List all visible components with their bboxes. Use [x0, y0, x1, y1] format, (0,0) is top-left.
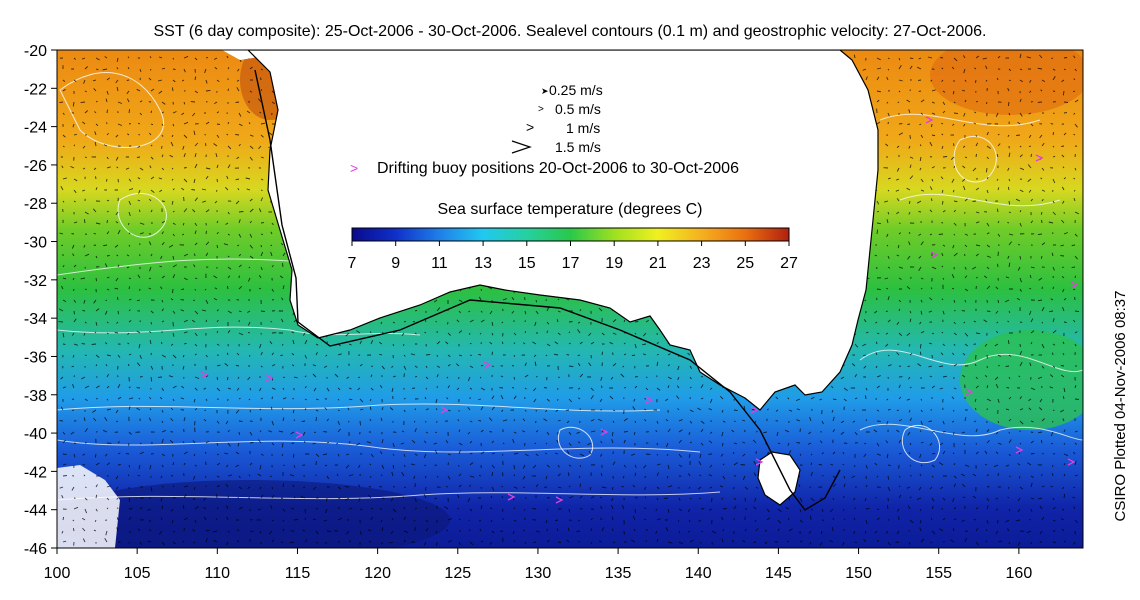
colorbar-tick-label: 13 [474, 255, 492, 272]
x-tick-label: 105 [124, 565, 151, 582]
y-tick-label: -40 [24, 426, 47, 443]
map-plot-area [57, 50, 1083, 548]
vel-label-1: 0.25 m/s [549, 82, 603, 98]
y-tick-label: -28 [24, 196, 47, 213]
x-tick-label: 140 [685, 565, 712, 582]
y-tick-label: -20 [24, 43, 47, 60]
cloud-mask [57, 465, 120, 548]
y-tick-label: -32 [24, 273, 47, 290]
velocity-vector-field [58, 53, 1080, 546]
buoy-position-marker [645, 396, 654, 404]
vel-label-4: 1.5 m/s [555, 139, 601, 155]
x-axis-ticks: 100 105 110 115 120 125 130 135 140 145 150 155 160 [44, 548, 1033, 582]
buoy-position-marker [1035, 154, 1044, 162]
buoy-position-marker [600, 428, 609, 436]
buoy-position-marker [755, 458, 764, 466]
vel-arrow-3: > [526, 119, 534, 135]
x-tick-label: 155 [925, 565, 952, 582]
cold-patch-south [57, 480, 450, 548]
colorbar-tick-label: 21 [649, 255, 667, 272]
warm-patch-east [930, 50, 1083, 115]
colorbar-tick-label: 23 [693, 255, 711, 272]
buoy-position-marker [483, 361, 492, 369]
x-tick-label: 120 [364, 565, 391, 582]
buoy-position-marker [1015, 446, 1024, 454]
figure-title: SST (6 day composite): 25-Oct-2006 - 30-… [154, 23, 987, 40]
buoy-position-marker [265, 374, 274, 382]
y-tick-label: -30 [24, 235, 47, 252]
plot-frame [56, 49, 1084, 549]
plotted-timestamp: CSIRO Plotted 04-Nov-2006 08:37 [1112, 291, 1129, 522]
vel-label-3: 1 m/s [566, 120, 600, 136]
colorbar-tick-label: 15 [518, 255, 536, 272]
colorbar-ticks: 7 9 11 13 15 17 19 21 23 25 27 [348, 241, 798, 272]
y-axis-ticks: -20 -22 -24 -26 -28 -30 -32 -34 -36 -38 -40 -42 -44 -… [24, 43, 57, 558]
y-tick-label: -42 [24, 464, 47, 481]
x-tick-label: 130 [525, 565, 552, 582]
x-tick-label: 125 [444, 565, 471, 582]
shelf-break-contour [254, 69, 841, 511]
x-tick-label: 115 [285, 565, 311, 582]
y-tick-label: -36 [24, 349, 47, 366]
buoy-position-marker [1067, 458, 1076, 466]
velocity-legend: ➤ 0.25 m/s > 0.5 m/s > 1 m/s 1.5 m/s > D… [350, 82, 739, 177]
buoy-position-marker [925, 116, 934, 124]
x-tick-label: 110 [205, 565, 231, 582]
buoy-position-marker [965, 388, 974, 396]
sealevel-contours [57, 113, 1083, 501]
colorbar-title: Sea surface temperature (degrees C) [437, 201, 702, 218]
x-tick-label: 145 [765, 565, 792, 582]
y-tick-label: -38 [24, 388, 47, 405]
eddy-contours [59, 72, 997, 464]
y-tick-label: -46 [24, 541, 47, 558]
buoy-legend-marker: > [350, 160, 358, 176]
buoy-position-marker [930, 251, 939, 259]
tasmania-landmass [757, 451, 801, 506]
colorbar-tick-label: 17 [562, 255, 580, 272]
colorbar-tick-label: 7 [348, 255, 357, 272]
y-tick-label: -24 [24, 120, 47, 137]
buoy-position-marker [750, 406, 759, 414]
x-tick-label: 100 [44, 565, 71, 582]
buoy-position-marker [295, 431, 304, 439]
y-tick-label: -34 [24, 311, 47, 328]
colorbar-tick-label: 19 [605, 255, 623, 272]
colorbar-scale [351, 227, 790, 242]
y-tick-label: -26 [24, 158, 47, 175]
x-tick-label: 150 [845, 565, 872, 582]
vel-arrow-1: ➤ [541, 86, 549, 96]
colorbar-tick-label: 27 [780, 255, 798, 272]
buoy-legend-text: Drifting buoy positions 20-Oct-2006 to 3… [377, 160, 739, 177]
y-tick-label: -22 [24, 81, 47, 98]
warm-eddy-tasman [960, 330, 1083, 430]
buoy-position-marker [200, 371, 209, 379]
colorbar-tick-label: 11 [431, 255, 448, 272]
buoy-position-marker [555, 496, 564, 504]
colorbar-tick-label: 9 [391, 255, 400, 272]
buoy-position-marker [440, 406, 449, 414]
drifting-buoy-tracks [200, 116, 1079, 504]
x-tick-label: 160 [1006, 565, 1033, 582]
vel-arrow-4 [511, 140, 532, 154]
geostrophic-velocity-vectors [58, 53, 1080, 546]
buoy-position-marker [1070, 281, 1079, 289]
colorbar: Sea surface temperature (degrees C) 7 9 11… [348, 201, 798, 272]
vel-label-2: 0.5 m/s [555, 101, 601, 117]
buoy-position-marker [507, 493, 516, 501]
colorbar-tick-label: 25 [736, 255, 754, 272]
vel-arrow-2: > [538, 104, 544, 115]
x-tick-label: 135 [605, 565, 632, 582]
land-northwest-edge [57, 50, 283, 60]
y-tick-label: -44 [24, 503, 47, 520]
